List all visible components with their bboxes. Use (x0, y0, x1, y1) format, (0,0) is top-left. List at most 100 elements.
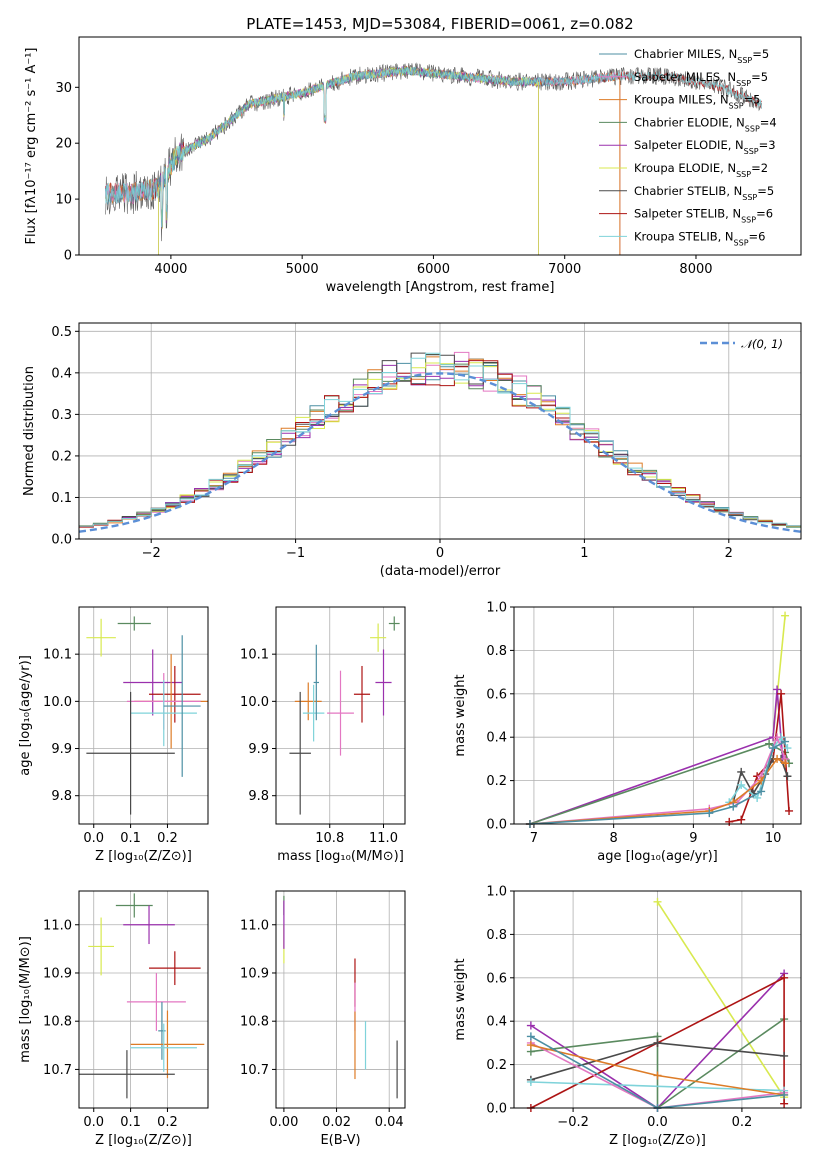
x-tick-label: 0.0 (647, 1115, 668, 1130)
weight-marker (737, 815, 746, 824)
weight-marker (526, 1041, 535, 1050)
x-tick-label: 7 (530, 831, 538, 846)
axes-frame (78, 36, 802, 256)
y-tick-label: 0.6 (486, 971, 507, 986)
weight-marker (783, 772, 792, 781)
normal-curve (79, 372, 801, 533)
weight-marker (653, 1038, 662, 1047)
weight-marker (780, 973, 789, 982)
weight-marker (781, 759, 790, 768)
weight-marker (526, 1032, 535, 1041)
points-age-vs-mass (289, 616, 400, 815)
x-tick-label: 2 (725, 546, 733, 561)
weight-marker (765, 739, 774, 748)
legend-label: Kroupa ELODIE, NSSP=2 (634, 161, 768, 179)
x-tick-label: 4000 (154, 262, 187, 277)
y-tick-label: 10.8 (43, 1015, 72, 1030)
weight-line (728, 735, 789, 803)
y-tick-label: 10.8 (240, 1015, 269, 1030)
weight-marker (725, 817, 734, 826)
y-tick-label: 20 (55, 137, 72, 152)
y-tick-label: 0.4 (486, 1015, 507, 1030)
axes-frame (275, 606, 406, 825)
x-axis-label: Z [log₁₀(Z/Z⊙)] (95, 1133, 192, 1148)
y-tick-label: 10 (55, 193, 72, 208)
weight-marker (653, 897, 662, 906)
legend-label: 𝒩(0, 1) (741, 337, 783, 351)
y-tick-label: 10.9 (240, 966, 269, 981)
y-tick-label: 0.2 (486, 774, 507, 789)
y-tick-label: 0.1 (51, 491, 72, 506)
axes-frame (78, 322, 802, 540)
axes-frame (78, 890, 209, 1109)
y-tick-label: 10.0 (240, 695, 269, 710)
points-age-vs-Z (86, 616, 208, 815)
points-mass-vs-Z (79, 893, 205, 1099)
weight-marker (777, 689, 786, 698)
x-tick-label: 0.02 (322, 1115, 351, 1130)
legend-label: Chabrier STELIB, NSSP=5 (634, 184, 774, 202)
weight-marker (780, 1090, 789, 1099)
x-tick-label: 6000 (417, 262, 450, 277)
legend: 𝒩(0, 1) (700, 337, 783, 351)
weight-marker (785, 806, 794, 815)
weight-marker (773, 685, 782, 694)
y-tick-label: 0.4 (51, 366, 72, 381)
y-tick-label: 0.2 (486, 1058, 507, 1073)
spectrum-line (157, 66, 539, 229)
x-tick-label: 0.1 (120, 1115, 141, 1130)
y-tick-label: 0.0 (486, 818, 507, 833)
x-tick-label: −2 (142, 546, 161, 561)
x-tick-label: 0.2 (157, 831, 178, 846)
x-axis-label: mass [log₁₀(M/M⊙)] (277, 849, 404, 864)
axes-age-vs-mass: 10.8 11.0 9.8 9.9 10.0 10.1 mass [log₁₀(M/M⊙)] (240, 607, 405, 864)
x-tick-label: 0.04 (375, 1115, 404, 1130)
weight-line (529, 689, 784, 825)
legend-label: Chabrier ELODIE, NSSP=4 (634, 115, 777, 132)
axes-mass-vs-EBV: 0.00 0.02 0.04 10.7 10.8 10.9 11.0 E(B-V) (240, 891, 405, 1148)
y-tick-label: 0 (64, 249, 72, 264)
y-tick-label: 0.8 (486, 928, 507, 943)
y-tick-label: 0.8 (486, 644, 507, 659)
axes-frame (513, 606, 802, 825)
axes-spectrum: 4000 5000 6000 7000 8000 0 10 20 30 wavelength [A… (24, 15, 713, 295)
weight-marker (769, 744, 778, 753)
y-tick-label: 0.0 (486, 1102, 507, 1117)
weight-marker (526, 1021, 535, 1030)
y-axis-label: mass weight (453, 958, 468, 1040)
y-tick-label: 10.1 (240, 648, 269, 663)
weight-marker (753, 793, 762, 802)
weight-marker (757, 787, 766, 796)
x-axis-label: wavelength [Angstrom, rest frame] (326, 280, 555, 295)
x-tick-label: 0.00 (269, 1115, 298, 1130)
axes-frame (513, 890, 802, 1109)
y-tick-label: 0.0 (51, 533, 72, 548)
weight-marker (781, 737, 790, 746)
weight-marker (780, 1051, 789, 1060)
histogram-group (79, 351, 801, 533)
legend-label: Salpeter MILES, NSSP=5 (634, 70, 768, 88)
y-tick-label: 10.0 (43, 695, 72, 710)
y-axis-label: mass [log₁₀(M/M⊙)] (18, 936, 33, 1063)
x-tick-label: 11.0 (369, 831, 398, 846)
y-axis-label: mass weight (453, 674, 468, 756)
legend-label: Kroupa MILES, NSSP=5 (634, 93, 760, 111)
y-tick-label: 0.6 (486, 687, 507, 702)
legend-label: Kroupa STELIB, NSSP=6 (634, 229, 765, 247)
weight-line (656, 901, 785, 1098)
x-tick-label: 7000 (548, 262, 581, 277)
y-tick-label: 9.8 (248, 789, 269, 804)
weight-marker (737, 767, 746, 776)
y-tick-label: 11.0 (43, 918, 72, 933)
x-axis-label: E(B-V) (320, 1133, 360, 1148)
axes-frame (275, 890, 406, 1109)
x-tick-label: 0.2 (732, 1115, 753, 1130)
weight-marker (705, 809, 714, 818)
y-tick-label: 0.3 (51, 408, 72, 423)
weight-marker (653, 1071, 662, 1080)
weight-line (529, 740, 786, 825)
spectrum-series-group (105, 62, 762, 255)
x-tick-label: 0.0 (83, 831, 104, 846)
y-tick-label: 11.0 (240, 918, 269, 933)
weight-marker (781, 611, 790, 620)
